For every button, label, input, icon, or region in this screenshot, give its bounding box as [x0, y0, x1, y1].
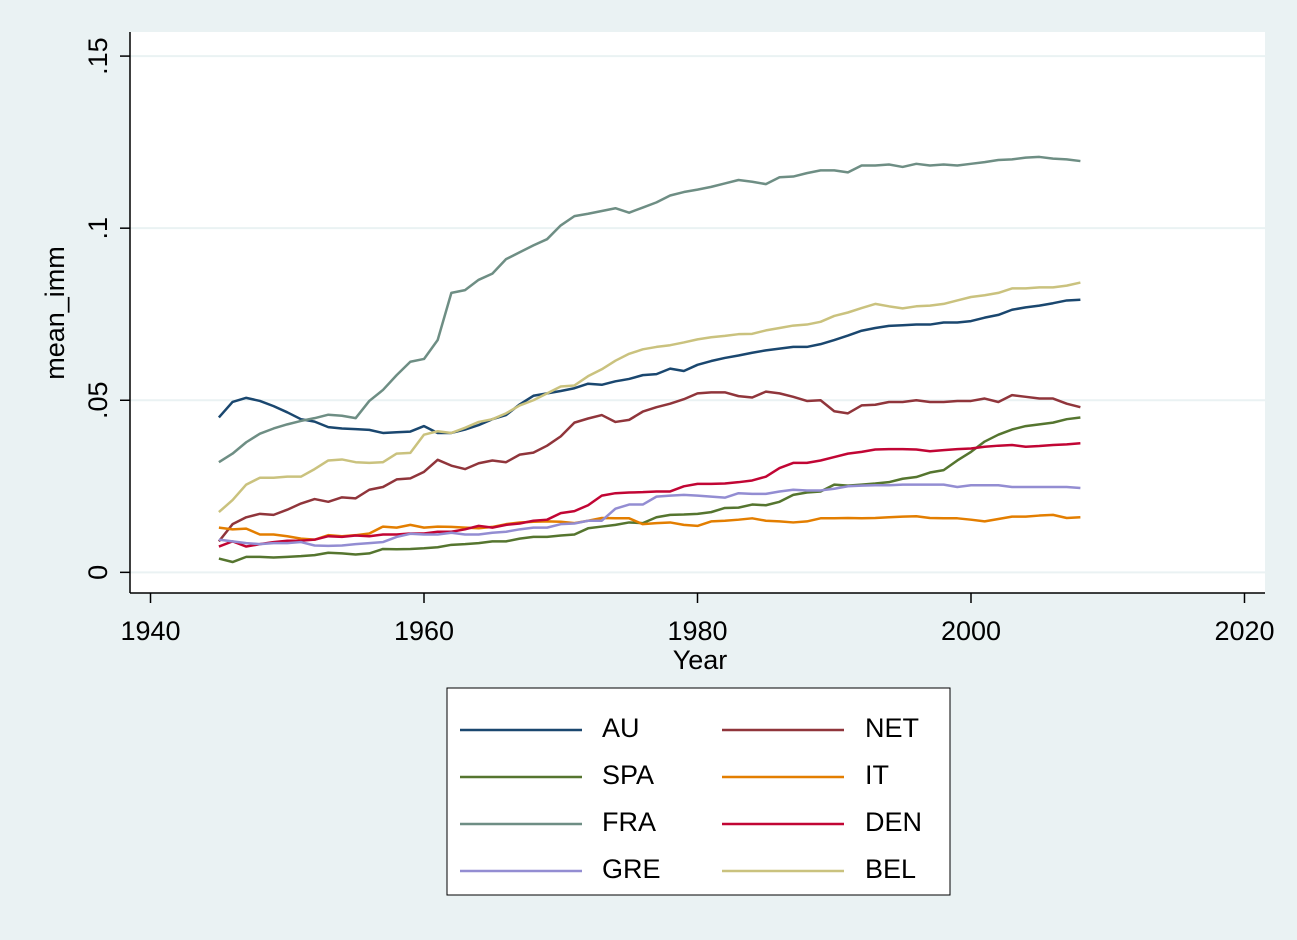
- series-line: [218, 281, 1081, 514]
- y-tick-label: .1: [83, 217, 113, 240]
- legend-label: FRA: [602, 807, 656, 837]
- y-axis-title: mean_imm: [40, 246, 70, 380]
- y-tick-label: .15: [83, 37, 113, 75]
- legend-label: SPA: [602, 760, 654, 790]
- legend: [446, 687, 951, 896]
- legend-label: GRE: [602, 854, 661, 884]
- legend-label: IT: [865, 760, 889, 790]
- x-tick-label: 1940: [120, 616, 180, 646]
- x-tick-label: 1980: [667, 616, 727, 646]
- y-tick-label: .05: [83, 381, 113, 419]
- legend-label: DEN: [865, 807, 922, 837]
- series-line: [218, 442, 1081, 548]
- legend-label: BEL: [865, 854, 916, 884]
- plot-area: [130, 32, 1265, 593]
- series-line: [218, 513, 1081, 541]
- series-line: [218, 483, 1081, 548]
- x-tick-label: 1960: [394, 616, 454, 646]
- legend-label: AU: [602, 713, 640, 743]
- series-line: [218, 155, 1081, 464]
- y-tick-label: 0: [83, 565, 113, 580]
- x-tick-label: 2000: [941, 616, 1001, 646]
- series-line: [218, 416, 1081, 564]
- legend-label: NET: [865, 713, 919, 743]
- x-axis-title: Year: [673, 645, 728, 675]
- series-line: [217, 390, 1081, 543]
- x-tick-label: 2020: [1214, 616, 1274, 646]
- series-line: [217, 298, 1081, 435]
